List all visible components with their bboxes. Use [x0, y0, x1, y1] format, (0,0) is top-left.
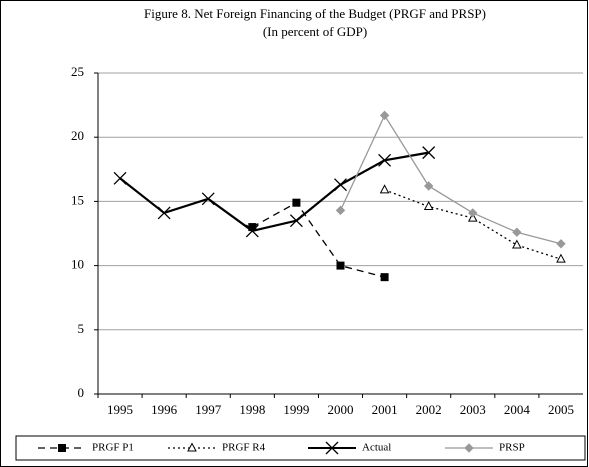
- marker: [187, 442, 197, 452]
- marker: [379, 110, 390, 121]
- y-tick-label: 25: [71, 64, 84, 79]
- marker: [468, 208, 478, 218]
- marker: [464, 443, 474, 453]
- marker: [422, 146, 436, 160]
- x-tick-label: 1999: [283, 402, 309, 417]
- marker: [336, 261, 345, 270]
- marker: [201, 192, 215, 206]
- marker: [380, 273, 389, 282]
- x-tick-label: 2002: [416, 402, 442, 417]
- x-tick-label: 1995: [107, 402, 133, 417]
- x-tick-label: 2005: [548, 402, 574, 417]
- marker: [292, 198, 301, 207]
- x-tick-label: 2003: [460, 402, 486, 417]
- series-line: [119, 151, 429, 233]
- marker: [379, 184, 390, 194]
- legend-label: PRGF R4: [222, 442, 266, 454]
- x-tick-label: 1996: [151, 402, 178, 417]
- marker: [378, 153, 392, 167]
- marker: [556, 253, 566, 263]
- marker: [512, 227, 522, 237]
- marker: [157, 206, 171, 220]
- marker: [334, 178, 347, 192]
- legend-label: Actual: [362, 442, 391, 454]
- marker: [58, 444, 66, 452]
- legend-box: [15, 435, 586, 461]
- y-tick-label: 20: [71, 128, 84, 143]
- marker: [245, 224, 259, 238]
- x-tick-label: 1997: [195, 402, 222, 417]
- legend: PRGF P1 PRGF R4 Actual PRSP: [38, 441, 525, 455]
- marker: [512, 239, 522, 249]
- y-tick-label: 5: [78, 321, 85, 336]
- marker: [113, 171, 127, 185]
- legend-label: PRSP: [499, 442, 525, 454]
- marker: [325, 441, 339, 455]
- y-tick-label: 10: [71, 257, 84, 272]
- series-line: [252, 201, 385, 278]
- chart-title: Figure 8. Net Foreign Financing of the B…: [144, 6, 486, 21]
- marker: [556, 239, 566, 249]
- legend-label: PRGF P1: [92, 442, 134, 454]
- y-tick-label: 0: [78, 385, 85, 400]
- x-tick-label: 2000: [328, 402, 354, 417]
- marker: [423, 200, 434, 211]
- series-line: [339, 114, 562, 245]
- y-tick-label: 15: [71, 192, 84, 207]
- x-tick-label: 2001: [372, 402, 398, 417]
- marker: [289, 214, 303, 228]
- series-line: [384, 189, 562, 260]
- marker: [335, 205, 346, 216]
- x-tick-label: 2004: [504, 402, 531, 417]
- x-tick-label: 1998: [239, 402, 265, 417]
- marker: [423, 181, 434, 191]
- chart-subtitle: (In percent of GDP): [263, 24, 367, 39]
